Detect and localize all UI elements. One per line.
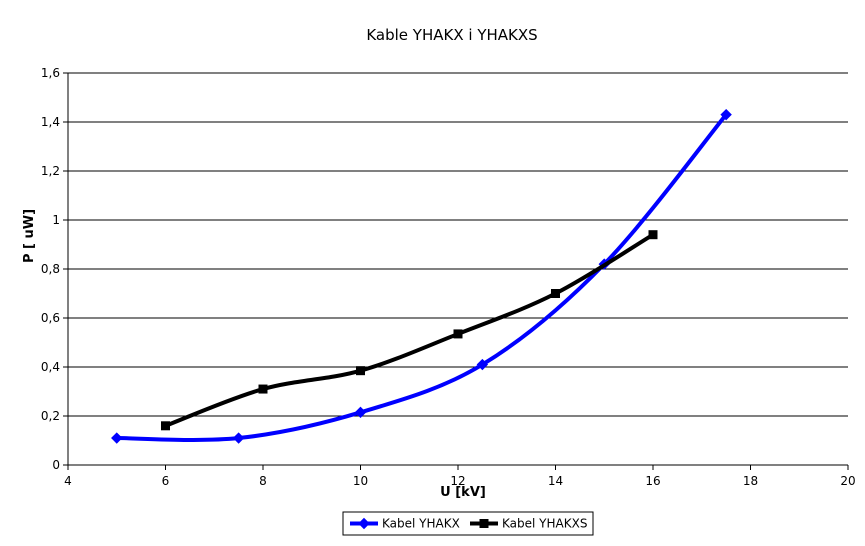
x-tick-label: 16: [645, 474, 660, 488]
y-tick-label: 1,6: [41, 66, 60, 80]
x-tick-label: 20: [840, 474, 855, 488]
square-marker: [258, 384, 268, 394]
x-tick-label: 10: [353, 474, 368, 488]
y-tick-label: 1,2: [41, 164, 60, 178]
y-tick-label: 0,4: [41, 360, 60, 374]
x-tick-label: 14: [548, 474, 563, 488]
series-1: [161, 230, 658, 431]
square-marker: [551, 289, 560, 298]
legend: Kabel YHAKX Kabel YHAKXS: [342, 511, 594, 536]
x-tick-label: 6: [162, 474, 170, 488]
axes: [63, 72, 849, 470]
legend-label: Kabel YHAKX: [382, 517, 460, 531]
chart-title: Kable YHAKX i YHAKXS: [366, 26, 537, 44]
y-tick-label: 1: [52, 213, 60, 227]
legend-diamond-marker: [358, 517, 370, 530]
x-axis-label: U [kV]: [440, 485, 486, 500]
diamond-marker: [232, 432, 245, 444]
diamond-marker: [354, 406, 367, 419]
legend-label: Kabel YHAKXS: [502, 517, 587, 531]
tick-labels: 0 0,2 0,4 0,6 0,8 1 1,2 1,4 1,6 4 6 8 10 12 14 16 18 20: [41, 66, 856, 488]
square-marker: [648, 230, 658, 240]
legend-square-marker: [479, 519, 489, 528]
series-line: [163, 232, 655, 428]
gridlines: [68, 72, 848, 417]
legend-item: Kabel YHAKXS: [470, 517, 587, 531]
legend-box: [342, 511, 594, 536]
x-tick-label: 12: [450, 474, 465, 488]
y-tick-label: 0: [52, 458, 60, 472]
x-tick-label: 8: [259, 474, 267, 488]
y-tick-label: 0,8: [41, 262, 60, 276]
y-axis-label: P [ uW]: [22, 209, 37, 263]
y-tick-label: 0,6: [41, 311, 60, 325]
x-tick-label: 4: [64, 474, 72, 488]
y-tick-label: 0,2: [41, 409, 60, 423]
diamond-marker: [720, 108, 732, 121]
legend-item: Kabel YHAKX: [350, 517, 460, 531]
series-line: [114, 112, 729, 442]
series-layer: [111, 108, 732, 444]
y-tick-label: 1,4: [41, 115, 60, 129]
x-tick-label: 18: [743, 474, 758, 488]
square-marker: [356, 366, 365, 376]
square-marker: [161, 421, 170, 431]
diamond-marker: [111, 432, 123, 444]
diamond-marker: [476, 358, 489, 371]
square-marker: [453, 329, 463, 339]
